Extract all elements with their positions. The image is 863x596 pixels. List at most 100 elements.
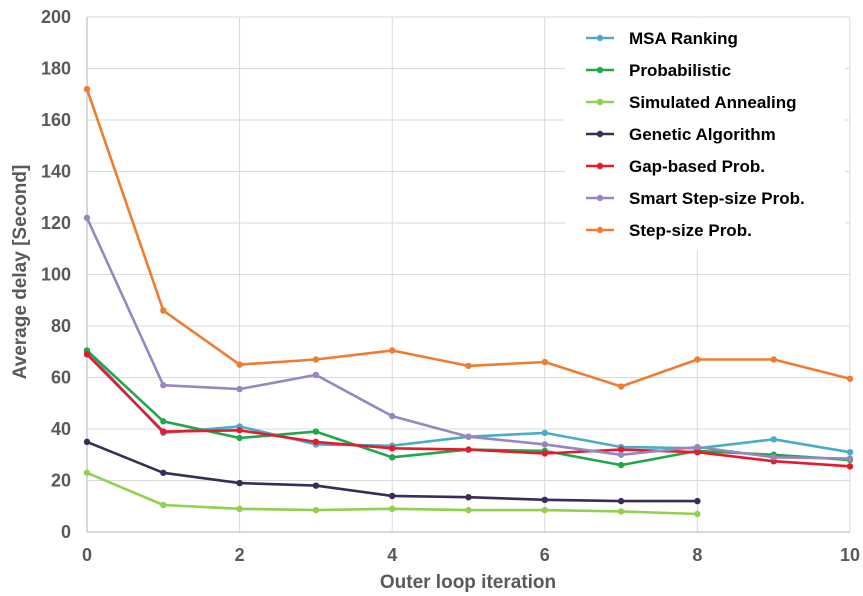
data-point-genetic-algorithm <box>236 479 243 487</box>
data-point-genetic-algorithm <box>694 497 701 505</box>
legend-swatch-marker <box>596 34 604 42</box>
data-point-step-size-prob <box>617 383 625 390</box>
y-tick-label: 200 <box>41 7 71 27</box>
y-tick-label: 160 <box>41 110 71 130</box>
y-tick-label: 40 <box>51 419 71 439</box>
data-point-genetic-algorithm <box>312 482 320 489</box>
data-point-genetic-algorithm <box>389 492 396 500</box>
data-point-gap-based-prob <box>83 351 91 358</box>
data-point-smart-step-size-prob <box>770 454 777 461</box>
data-point-probabilistic <box>617 461 625 469</box>
legend-label: Probabilistic <box>629 61 731 80</box>
data-point-step-size-prob <box>770 356 777 363</box>
data-point-msa-ranking <box>541 429 548 437</box>
data-point-genetic-algorithm <box>617 497 625 505</box>
data-point-gap-based-prob <box>465 446 472 453</box>
data-point-gap-based-prob <box>846 463 854 470</box>
legend-item-genetic-algorithm: Genetic Algorithm <box>586 125 776 144</box>
data-point-gap-based-prob <box>541 450 548 457</box>
legend-label: Simulated Annealing <box>629 93 797 112</box>
data-point-gap-based-prob <box>617 446 625 453</box>
legend-label: Smart Step-size Prob. <box>629 189 805 208</box>
series-smart-step-size-prob <box>83 214 854 462</box>
data-point-probabilistic <box>236 434 243 442</box>
data-point-smart-step-size-prob <box>617 451 625 458</box>
data-point-step-size-prob <box>83 85 91 93</box>
series-gap-based-prob <box>83 351 854 470</box>
legend-swatch-marker <box>596 194 604 202</box>
data-point-simulated-annealing <box>83 469 91 476</box>
data-point-smart-step-size-prob <box>160 382 167 389</box>
data-point-smart-step-size-prob <box>541 441 548 448</box>
data-point-step-size-prob <box>160 307 167 314</box>
data-point-genetic-algorithm <box>160 469 167 476</box>
x-tick-label: 4 <box>387 545 397 565</box>
data-point-step-size-prob <box>465 362 472 370</box>
data-point-smart-step-size-prob <box>465 433 472 440</box>
x-tick-label: 8 <box>692 545 702 565</box>
data-point-simulated-annealing <box>617 508 625 515</box>
data-point-simulated-annealing <box>312 506 320 514</box>
x-tick-label: 6 <box>540 545 550 565</box>
data-point-simulated-annealing <box>160 501 167 509</box>
series-simulated-annealing <box>83 469 701 518</box>
data-point-genetic-algorithm <box>465 494 472 501</box>
legend-item-step-size-prob: Step-size Prob. <box>586 221 752 240</box>
x-axis-title: Outer loop iteration <box>380 572 556 593</box>
legend-swatch-marker <box>596 162 604 170</box>
data-point-simulated-annealing <box>465 506 472 514</box>
legend-item-probabilistic: Probabilistic <box>586 61 731 80</box>
legend-label: Gap-based Prob. <box>629 157 765 176</box>
x-tick-label: 0 <box>82 545 92 565</box>
legend-label: Step-size Prob. <box>629 221 752 240</box>
y-tick-label: 20 <box>51 471 71 491</box>
y-tick-label: 100 <box>41 265 71 285</box>
legend-label: Genetic Algorithm <box>629 125 776 144</box>
data-point-step-size-prob <box>236 361 243 368</box>
data-point-smart-step-size-prob <box>83 214 91 222</box>
data-point-genetic-algorithm <box>541 496 548 504</box>
data-point-simulated-annealing <box>694 510 701 518</box>
data-point-step-size-prob <box>389 347 396 354</box>
series-genetic-algorithm <box>83 438 701 505</box>
x-tick-label: 10 <box>840 545 860 565</box>
legend: MSA Ranking Probabilistic Simulated Anneal… <box>565 18 845 250</box>
data-point-smart-step-size-prob <box>312 371 320 379</box>
y-tick-label: 140 <box>41 162 71 182</box>
data-point-smart-step-size-prob <box>694 443 701 451</box>
data-point-simulated-annealing <box>236 505 243 513</box>
legend-item-smart-step-size-prob: Smart Step-size Prob. <box>586 189 805 208</box>
data-point-simulated-annealing <box>541 506 548 514</box>
data-point-probabilistic <box>389 454 396 461</box>
data-point-smart-step-size-prob <box>389 412 396 420</box>
data-point-step-size-prob <box>541 358 548 366</box>
data-point-gap-based-prob <box>160 428 167 435</box>
data-point-msa-ranking <box>770 436 777 443</box>
legend-item-gap-based-prob: Gap-based Prob. <box>586 157 765 176</box>
data-point-simulated-annealing <box>389 505 396 513</box>
data-point-gap-based-prob <box>389 445 396 452</box>
data-point-smart-step-size-prob <box>846 455 854 462</box>
axes: 0 20 40 60 80 100 120 140 160 180 200 0 2 4 6 8 10 <box>41 7 860 565</box>
data-point-step-size-prob <box>694 356 701 363</box>
data-point-gap-based-prob <box>694 448 701 456</box>
legend-swatch-marker <box>596 66 604 74</box>
series-layer <box>83 85 854 518</box>
y-axis-title: Average delay [Second] <box>10 165 31 380</box>
data-point-gap-based-prob <box>236 427 243 434</box>
data-point-genetic-algorithm <box>83 438 91 446</box>
y-tick-label: 120 <box>41 213 71 233</box>
data-point-msa-ranking <box>846 448 854 456</box>
x-tick-label: 2 <box>235 545 245 565</box>
y-tick-label: 80 <box>51 316 71 336</box>
data-point-gap-based-prob <box>312 438 320 446</box>
legend-swatch-marker <box>596 130 604 138</box>
data-point-step-size-prob <box>312 356 320 363</box>
data-point-probabilistic <box>312 428 320 435</box>
legend-item-simulated-annealing: Simulated Annealing <box>586 93 797 112</box>
data-point-step-size-prob <box>846 375 854 382</box>
legend-label: MSA Ranking <box>629 29 738 48</box>
legend-swatch-marker <box>596 226 604 234</box>
legend-item-msa-ranking: MSA Ranking <box>586 29 738 48</box>
